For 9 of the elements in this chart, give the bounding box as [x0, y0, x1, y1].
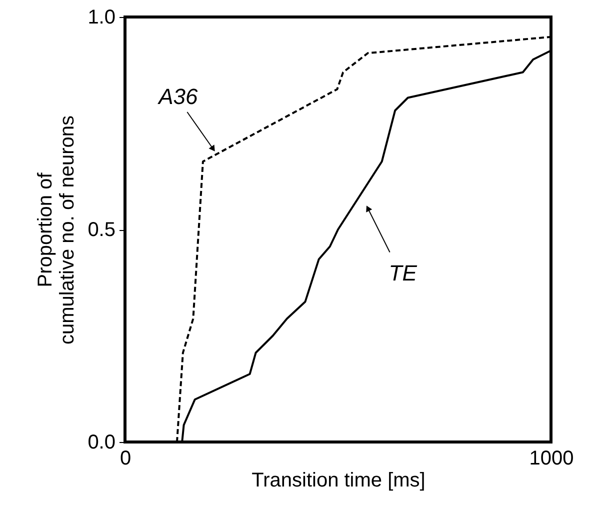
x-axis-title: Transition time [ms]: [252, 470, 426, 492]
y-tick-label: 0.5: [88, 219, 116, 241]
x-tick-label: 1000: [529, 448, 574, 470]
x-tick-label: 0: [120, 448, 132, 470]
annotation: A36: [156, 84, 199, 109]
y-tick-label: 1.0: [88, 6, 116, 28]
y-axis-title: Proportion of cumulative no. of neurons: [34, 115, 79, 345]
y-tick-label: 0.0: [88, 432, 116, 454]
annotation: TE: [388, 260, 418, 286]
